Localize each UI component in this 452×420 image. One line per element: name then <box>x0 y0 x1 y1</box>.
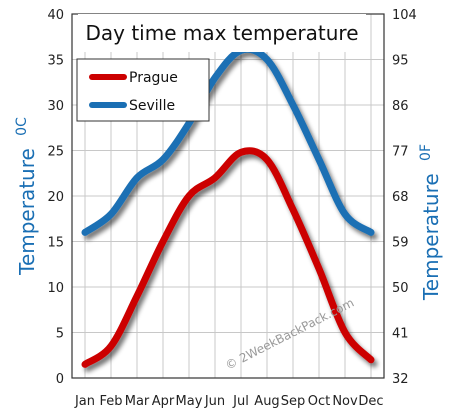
series-lines <box>81 45 375 368</box>
x-tick-label: Oct <box>308 394 330 409</box>
y-tick-left: 10 <box>47 281 64 296</box>
series-line-prague <box>81 147 375 368</box>
y-tick-right: 95 <box>392 54 409 69</box>
y-tick-left: 0 <box>56 372 64 387</box>
x-tick-label: Nov <box>332 394 358 409</box>
svg-text:Temperature 0C: Temperature 0C <box>14 117 39 276</box>
y-tick-right: 104 <box>392 8 417 23</box>
svg-text:Temperature 0F: Temperature 0F <box>418 144 443 301</box>
axis-ticks: 0 32 5 41 10 50 15 59 20 68 25 77 30 86 35 95 40 104 Jan Fe… <box>47 8 416 409</box>
x-tick-label: Apr <box>152 394 175 409</box>
legend-box <box>76 58 210 122</box>
y-axis-left-label: Temperature 0C <box>14 117 39 276</box>
y-axis-right-label: Temperature 0F <box>418 144 443 301</box>
x-tick-label: Jun <box>204 394 225 409</box>
x-tick-label: May <box>176 394 203 409</box>
x-tick-label: Feb <box>99 394 122 409</box>
series-line-seville <box>81 45 375 236</box>
y-tick-right: 86 <box>392 99 409 114</box>
y-tick-left: 40 <box>47 8 64 23</box>
y-axis-left-unit: 0C <box>14 117 30 136</box>
watermark: © 2WeekBackPack.com <box>223 296 356 373</box>
y-axis-left-title: Temperature <box>15 148 39 276</box>
chart-title: Day time max temperature <box>85 21 358 45</box>
y-tick-right: 77 <box>392 145 409 160</box>
x-tick-label: Jul <box>232 394 249 409</box>
x-tick-label: Mar <box>125 394 150 409</box>
y-tick-right: 41 <box>392 327 409 342</box>
y-tick-right: 59 <box>392 236 409 251</box>
legend-label-seville: Seville <box>129 98 175 114</box>
y-tick-right: 50 <box>392 281 409 296</box>
legend: Prague Seville <box>76 58 210 122</box>
y-tick-left: 35 <box>47 54 64 69</box>
legend-label-prague: Prague <box>129 70 178 86</box>
x-tick-label: Aug <box>254 394 279 409</box>
title-box <box>78 14 366 52</box>
y-tick-left: 25 <box>47 145 64 160</box>
y-tick-left: 5 <box>56 327 64 342</box>
x-tick-label: Jan <box>74 394 95 409</box>
y-tick-right: 32 <box>392 372 409 387</box>
x-tick-label: Sep <box>281 394 306 409</box>
y-axis-right-unit: 0F <box>418 144 434 161</box>
y-tick-left: 15 <box>47 236 64 251</box>
y-tick-left: 30 <box>47 99 64 114</box>
y-tick-left: 20 <box>47 190 64 205</box>
y-tick-right: 68 <box>392 190 409 205</box>
y-axis-right-title: Temperature <box>419 173 443 301</box>
x-tick-label: Dec <box>358 394 383 409</box>
